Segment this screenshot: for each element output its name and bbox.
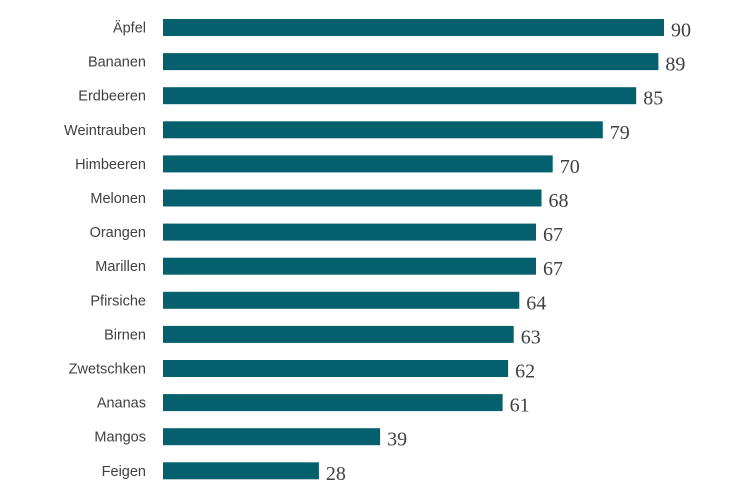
category-label-feigen: Feigen bbox=[102, 464, 146, 480]
bar-melonen bbox=[163, 189, 542, 207]
value-label-melonen: 68 bbox=[549, 190, 569, 212]
category-label-zwetschken: Zwetschken bbox=[69, 362, 146, 378]
category-label-erdbeeren: Erdbeeren bbox=[78, 89, 146, 105]
value-label-feigen: 28 bbox=[326, 463, 346, 485]
category-label-marillen: Marillen bbox=[95, 259, 146, 275]
category-label-orangen: Orangen bbox=[90, 225, 146, 241]
value-label-orangen: 67 bbox=[543, 224, 563, 246]
value-label-bananen: 89 bbox=[665, 54, 685, 76]
category-labels-group: Äpfel Bananen Erdbeeren Weintrauben Himbeere… bbox=[64, 20, 146, 480]
category-label-himbeeren: Himbeeren bbox=[75, 157, 146, 173]
category-label-äpfel: Äpfel bbox=[113, 20, 146, 37]
bar-mangos bbox=[163, 428, 381, 446]
value-label-äpfel: 90 bbox=[671, 20, 691, 42]
category-label-ananas: Ananas bbox=[97, 396, 146, 412]
value-label-ananas: 61 bbox=[510, 395, 530, 417]
category-label-pfirsiche: Pfirsiche bbox=[90, 293, 146, 309]
bar-erdbeeren bbox=[163, 87, 637, 105]
bar-bananen bbox=[163, 53, 659, 71]
bar-himbeeren bbox=[163, 155, 553, 173]
bar-äpfel bbox=[163, 19, 664, 36]
category-label-mangos: Mangos bbox=[94, 430, 146, 446]
bar-orangen bbox=[163, 223, 536, 241]
bar-zwetschken bbox=[163, 360, 509, 377]
bar-birnen bbox=[163, 325, 514, 343]
category-label-bananen: Bananen bbox=[88, 55, 146, 71]
value-label-birnen: 63 bbox=[521, 326, 541, 348]
value-label-weintrauben: 79 bbox=[610, 122, 630, 144]
bar-weintrauben bbox=[163, 121, 603, 139]
value-label-himbeeren: 70 bbox=[560, 156, 580, 178]
value-label-marillen: 67 bbox=[543, 258, 563, 280]
value-label-erdbeeren: 85 bbox=[643, 88, 663, 110]
bar-feigen bbox=[163, 462, 319, 480]
bar-marillen bbox=[163, 257, 536, 275]
bar-ananas bbox=[163, 394, 503, 412]
value-label-pfirsiche: 64 bbox=[526, 292, 546, 314]
bars-group bbox=[163, 19, 664, 480]
value-label-mangos: 39 bbox=[387, 429, 407, 451]
bar-pfirsiche bbox=[163, 291, 520, 309]
category-label-birnen: Birnen bbox=[104, 327, 146, 343]
category-label-weintrauben: Weintrauben bbox=[64, 123, 146, 139]
value-label-zwetschken: 62 bbox=[515, 361, 535, 383]
category-label-melonen: Melonen bbox=[90, 191, 146, 207]
